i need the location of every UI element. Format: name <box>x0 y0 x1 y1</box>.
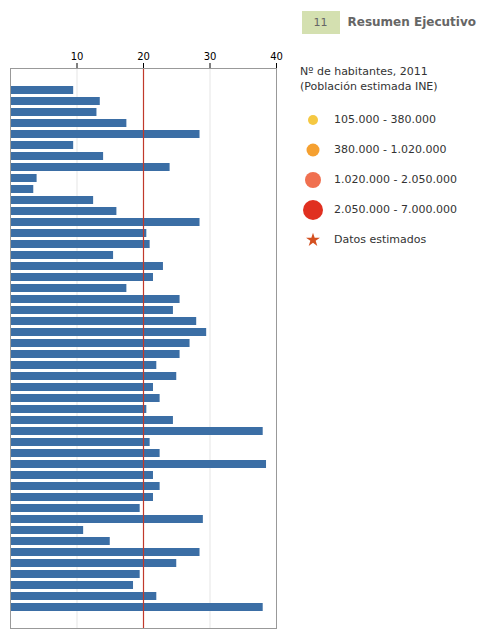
html-text:380.000 - 1.020.000: 380.000 - 1.020.000 <box>334 143 447 157</box>
svg-text:20: 20 <box>137 51 150 62</box>
html-text:11: 11 <box>313 15 328 29</box>
svg-text:30: 30 <box>204 51 217 62</box>
svg-text:40: 40 <box>270 51 283 62</box>
html-text:Resumen Ejecutivo: Resumen Ejecutivo <box>347 15 476 29</box>
svg-text:10: 10 <box>71 51 84 62</box>
html-text:105.000 - 380.000: 105.000 - 380.000 <box>334 113 436 127</box>
html-text:Nº de habitantes, 2011 (Poblac: Nº de habitantes, 2011 (Población estima… <box>300 65 438 94</box>
html-text:1.020.000 - 2.050.000: 1.020.000 - 2.050.000 <box>334 173 457 187</box>
html-text:Datos estimados: Datos estimados <box>334 233 427 247</box>
html-text:2.050.000 - 7.000.000: 2.050.000 - 7.000.000 <box>334 203 457 217</box>
